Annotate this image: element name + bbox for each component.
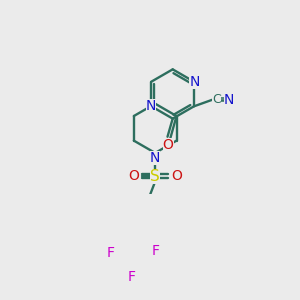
- Text: C: C: [212, 93, 221, 106]
- Text: O: O: [128, 169, 139, 183]
- Text: N: N: [146, 99, 156, 113]
- Text: N: N: [150, 151, 160, 165]
- Text: N: N: [190, 75, 200, 89]
- Text: F: F: [106, 246, 115, 260]
- Text: O: O: [171, 169, 182, 183]
- Text: S: S: [150, 169, 160, 184]
- Text: F: F: [152, 244, 160, 258]
- Text: O: O: [163, 137, 174, 152]
- Text: N: N: [224, 93, 234, 107]
- Text: F: F: [127, 270, 135, 284]
